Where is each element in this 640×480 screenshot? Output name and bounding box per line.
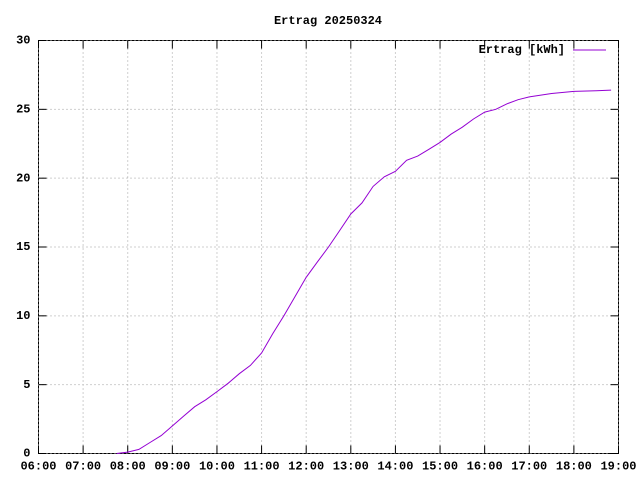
x-tick-label: 13:00 bbox=[333, 460, 369, 474]
x-tick-label: 09:00 bbox=[154, 460, 190, 474]
data-line bbox=[116, 89, 612, 454]
x-tick-label: 06:00 bbox=[20, 460, 56, 474]
y-tick-label: 15 bbox=[16, 240, 30, 254]
x-tick-label: 10:00 bbox=[199, 460, 235, 474]
x-tick-label: 16:00 bbox=[467, 460, 503, 474]
x-tick-label: 14:00 bbox=[377, 460, 413, 474]
y-tick-label: 10 bbox=[16, 309, 30, 323]
legend-label: Ertrag [kWh] bbox=[479, 43, 565, 57]
y-tick-label: 25 bbox=[16, 103, 30, 117]
x-tick-label: 17:00 bbox=[511, 460, 547, 474]
x-tick-label: 08:00 bbox=[110, 460, 146, 474]
x-tick-label: 15:00 bbox=[422, 460, 458, 474]
x-tick-label: 19:00 bbox=[600, 460, 636, 474]
y-tick-label: 30 bbox=[16, 34, 30, 48]
x-tick-label: 18:00 bbox=[556, 460, 592, 474]
x-tick-label: 12:00 bbox=[288, 460, 324, 474]
x-tick-label: 07:00 bbox=[65, 460, 101, 474]
y-tick-label: 20 bbox=[16, 171, 30, 185]
y-tick-label: 0 bbox=[23, 447, 30, 461]
y-tick-label: 5 bbox=[23, 378, 30, 392]
x-tick-label: 11:00 bbox=[244, 460, 280, 474]
chart-title: Ertrag 20250324 bbox=[274, 14, 382, 28]
